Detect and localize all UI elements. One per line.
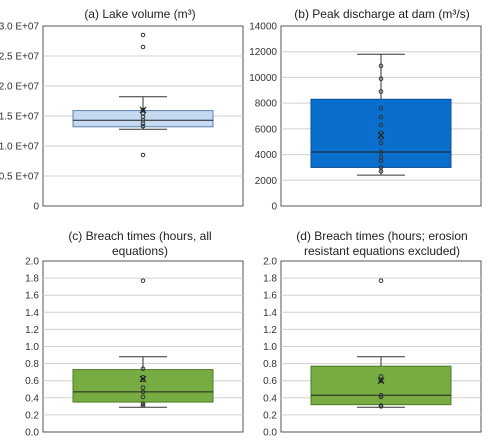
mean-marker-stroke bbox=[377, 377, 385, 385]
y-tick-label: 0.6 bbox=[25, 376, 39, 387]
panel-title-line: resistant equations excluded) bbox=[304, 244, 460, 258]
data-point bbox=[378, 394, 384, 400]
data-point bbox=[378, 278, 384, 283]
data-point bbox=[140, 32, 146, 38]
mean-marker bbox=[377, 377, 385, 385]
y-tick-label: 1.5 E+07 bbox=[0, 112, 39, 123]
panel-title-line: (d) Breach times (hours; erosion bbox=[296, 229, 467, 243]
data-point bbox=[140, 278, 146, 283]
data-point bbox=[378, 89, 384, 94]
iqr-box bbox=[310, 98, 452, 168]
data-point bbox=[378, 63, 384, 69]
panel-title-line: (b) Peak discharge at dam (m³/s) bbox=[294, 7, 469, 21]
data-point bbox=[140, 366, 146, 372]
y-tick-label: 0.5 E+07 bbox=[0, 172, 39, 183]
iqr-box bbox=[310, 365, 452, 406]
mean-marker-stroke bbox=[139, 106, 147, 114]
data-point bbox=[378, 114, 384, 120]
y-tick-label: 14000 bbox=[249, 22, 277, 33]
data-point bbox=[378, 374, 384, 379]
y-tick-label: 0.0 bbox=[25, 428, 39, 439]
panel-breach-times-all: (c) Breach times (hours, all equations) … bbox=[25, 229, 244, 439]
y-tick-label: 0 bbox=[33, 202, 39, 213]
data-point bbox=[140, 123, 146, 129]
panel-title-line: (a) Lake volume (m³) bbox=[84, 7, 195, 21]
mean-marker bbox=[377, 131, 385, 139]
data-point bbox=[378, 105, 384, 111]
data-point bbox=[140, 394, 146, 400]
data-point bbox=[140, 403, 146, 408]
y-tick-label: 6000 bbox=[255, 124, 278, 135]
y-tick-label: 2000 bbox=[255, 176, 278, 187]
y-tick-label: 10000 bbox=[249, 73, 277, 84]
data-point bbox=[140, 114, 146, 119]
y-tick-label: 3.0 E+07 bbox=[0, 22, 39, 33]
y-tick-label: 0.4 bbox=[263, 393, 277, 404]
data-point bbox=[378, 403, 384, 408]
data-point bbox=[140, 107, 146, 113]
panel-title-line: (c) Breach times (hours, all bbox=[68, 229, 211, 243]
mean-marker bbox=[139, 106, 147, 114]
y-tick-label: 0.8 bbox=[25, 359, 39, 370]
y-tick-label: 1.0 bbox=[263, 342, 277, 353]
mean-marker bbox=[139, 375, 147, 383]
y-tick-label: 1.6 bbox=[25, 291, 39, 302]
y-tick-label: 8000 bbox=[255, 99, 278, 110]
data-point bbox=[378, 149, 384, 155]
y-tick-label: 1.6 bbox=[263, 291, 277, 302]
y-tick-label: 0.2 bbox=[25, 410, 39, 421]
y-tick-label: 1.4 bbox=[263, 308, 277, 319]
data-point bbox=[378, 154, 384, 160]
y-tick-label: 1.0 bbox=[25, 342, 39, 353]
data-point bbox=[140, 389, 146, 395]
y-tick-label: 0.2 bbox=[263, 410, 277, 421]
data-point bbox=[378, 378, 384, 384]
data-point bbox=[378, 76, 384, 82]
y-tick-label: 2.5 E+07 bbox=[0, 52, 39, 63]
data-point bbox=[140, 401, 146, 407]
data-point bbox=[140, 44, 146, 50]
y-tick-label: 1.4 bbox=[25, 308, 39, 319]
data-point bbox=[140, 385, 146, 390]
data-point bbox=[378, 140, 384, 146]
panel-peak-discharge: (b) Peak discharge at dam (m³/s) 0 2000 40… bbox=[249, 7, 482, 213]
data-point bbox=[140, 152, 146, 158]
panel-breach-times-excluded: (d) Breach times (hours; erosion resista… bbox=[263, 229, 482, 439]
data-point bbox=[140, 377, 146, 383]
y-tick-label: 0.4 bbox=[25, 393, 39, 404]
y-tick-label: 2.0 bbox=[263, 257, 277, 268]
y-tick-label: 12000 bbox=[249, 47, 277, 58]
y-tick-label: 0.6 bbox=[263, 376, 277, 387]
panel-title-line: equations) bbox=[112, 244, 168, 258]
y-tick-label: 1.8 bbox=[25, 274, 39, 285]
y-tick-label: 1.2 bbox=[25, 325, 39, 336]
y-tick-label: 1.8 bbox=[263, 274, 277, 285]
mean-marker-stroke bbox=[377, 131, 385, 139]
y-tick-label: 0 bbox=[271, 202, 277, 213]
y-tick-label: 2.0 bbox=[25, 257, 39, 268]
y-tick-label: 4000 bbox=[255, 150, 278, 161]
y-tick-label: 0.0 bbox=[263, 428, 277, 439]
mean-marker-stroke bbox=[139, 375, 147, 383]
plot-frame bbox=[280, 25, 482, 207]
y-tick-label: 1.2 bbox=[263, 325, 277, 336]
y-tick-label: 2.0 E+07 bbox=[0, 82, 39, 93]
data-point bbox=[378, 122, 384, 128]
y-tick-label: 0.8 bbox=[263, 359, 277, 370]
data-point bbox=[378, 165, 384, 170]
panel-lake-volume: (a) Lake volume (m³) 0 0.5 E+07 1.0 E+07 1.… bbox=[0, 7, 244, 213]
y-tick-label: 1.0 E+07 bbox=[0, 142, 39, 153]
data-point bbox=[378, 392, 384, 398]
